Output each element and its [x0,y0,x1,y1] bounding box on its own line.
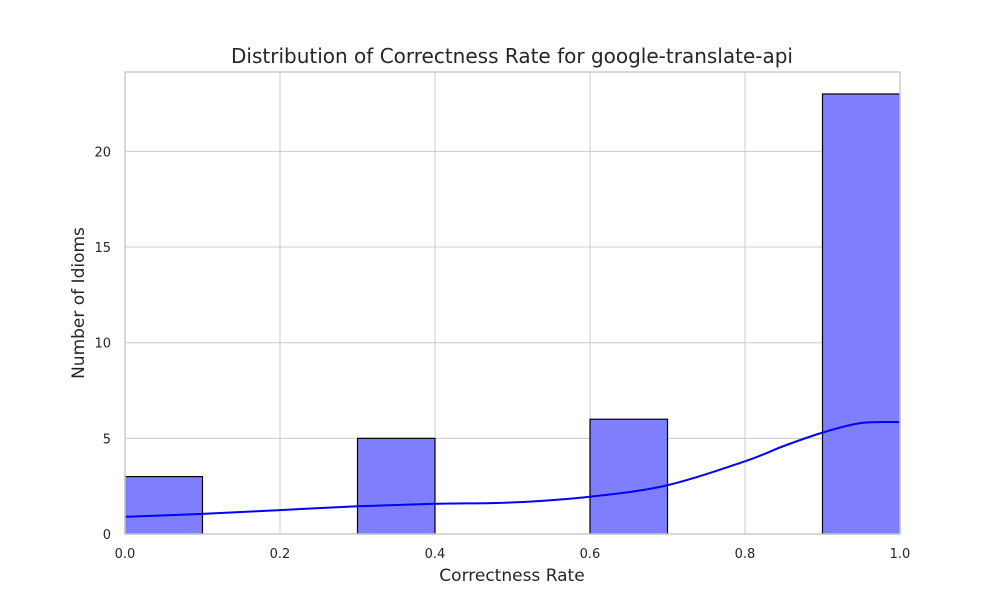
x-tick-label: 0.0 [115,547,136,562]
y-tick-label: 20 [94,145,111,160]
chart-title: Distribution of Correctness Rate for goo… [231,44,793,68]
plot-frame [124,71,901,535]
plot-background [125,72,900,534]
x-tick-label: 0.8 [735,547,756,562]
y-tick-label: 0 [103,528,111,543]
kde-curve-layer [124,420,901,518]
x-tick-label: 1.0 [890,547,911,562]
histogram-bar [821,93,901,535]
y-tick-label: 10 [94,337,111,352]
x-axis-label: Correctness Rate [439,566,584,586]
x-tick-label: 0.2 [270,547,291,562]
y-tick-label: 5 [103,432,111,447]
kde-curve [124,420,901,518]
y-axis-label: Number of Idioms [69,227,89,379]
x-tick-labels: 0.0 0.2 0.4 0.6 0.8 1.0 [115,547,911,562]
x-tick-label: 0.6 [580,547,601,562]
grid-lines [124,72,901,535]
histogram-bars [124,93,901,535]
x-tick-label: 0.4 [425,547,446,562]
histogram-bar [356,437,436,535]
y-tick-label: 15 [94,241,111,256]
histogram-bar [124,476,204,535]
y-tick-labels: 0 5 10 15 20 [94,145,111,543]
histogram-bar [589,418,669,535]
